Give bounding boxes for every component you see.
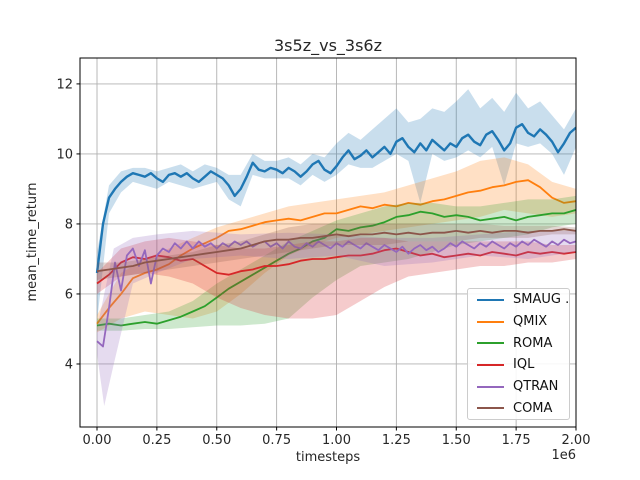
x-tick-label: 2.00 bbox=[562, 433, 591, 448]
y-tick-label: 6 bbox=[65, 287, 73, 302]
axes-spines bbox=[79, 57, 577, 428]
x-tick-label: 0.00 bbox=[83, 433, 112, 448]
series-line-smaug bbox=[95, 123, 576, 274]
x-tick-label: 1.00 bbox=[322, 433, 351, 448]
series-group bbox=[95, 89, 576, 406]
y-tick-label: 10 bbox=[56, 147, 73, 162]
legend: SMAUG . QMIX ROMA IQL QTRAN COMA bbox=[467, 288, 570, 420]
chart-title: 3s5z_vs_3s6z bbox=[274, 36, 382, 55]
x-axis-label: timesteps bbox=[295, 450, 361, 465]
legend-label-smaug: SMAUG . bbox=[513, 292, 570, 308]
y-axis-label: mean_time_return bbox=[25, 182, 40, 302]
series-line-iql bbox=[96, 247, 576, 285]
legend-label-roma: ROMA bbox=[513, 335, 553, 351]
y-tick-label: 12 bbox=[56, 77, 73, 92]
legend-label-qmix: QMIX bbox=[513, 314, 548, 329]
legend-label-iql: IQL bbox=[513, 357, 535, 373]
legend-swatch-iql bbox=[477, 363, 504, 366]
series-line-roma bbox=[96, 209, 576, 327]
y-tick-label: 4 bbox=[65, 357, 73, 372]
legend-item-qmix: QMIX bbox=[468, 311, 569, 333]
x-tick-label: 0.50 bbox=[202, 433, 231, 448]
legend-item-iql: IQL bbox=[468, 354, 569, 376]
series-line-coma bbox=[96, 228, 576, 273]
series-band-qmix bbox=[97, 157, 576, 333]
legend-item-roma: ROMA bbox=[468, 332, 569, 354]
x-tick-label: 1.50 bbox=[442, 433, 471, 448]
legend-item-coma: COMA bbox=[468, 397, 569, 419]
x-tick-label: 1.25 bbox=[382, 433, 411, 448]
legend-swatch-smaug bbox=[477, 298, 504, 301]
series-band-iql bbox=[97, 237, 576, 319]
legend-swatch-coma bbox=[477, 407, 504, 410]
legend-swatch-roma bbox=[477, 342, 504, 345]
series-line-qtran bbox=[96, 238, 576, 348]
series-band-qtran bbox=[97, 230, 576, 406]
y-tick-label: 8 bbox=[65, 217, 73, 232]
ticks: 0.00 0.25 0.50 0.75 1.00 1.25 1.50 1.75 2.00 4 6 8 1… bbox=[56, 77, 590, 448]
legend-swatch-qmix bbox=[477, 320, 504, 323]
x-tick-label: 1.75 bbox=[502, 433, 531, 448]
x-tick-label: 0.75 bbox=[262, 433, 291, 448]
x-tick-label: 0.25 bbox=[142, 433, 171, 448]
series-band-coma bbox=[97, 223, 576, 280]
legend-swatch-qtran bbox=[477, 385, 504, 388]
x-axis-offset-label: 1e6 bbox=[551, 448, 576, 463]
legend-item-smaug: SMAUG . bbox=[468, 289, 569, 311]
legend-label-coma: COMA bbox=[513, 400, 553, 416]
legend-label-qtran: QTRAN bbox=[513, 379, 559, 395]
legend-item-qtran: QTRAN bbox=[468, 376, 569, 398]
